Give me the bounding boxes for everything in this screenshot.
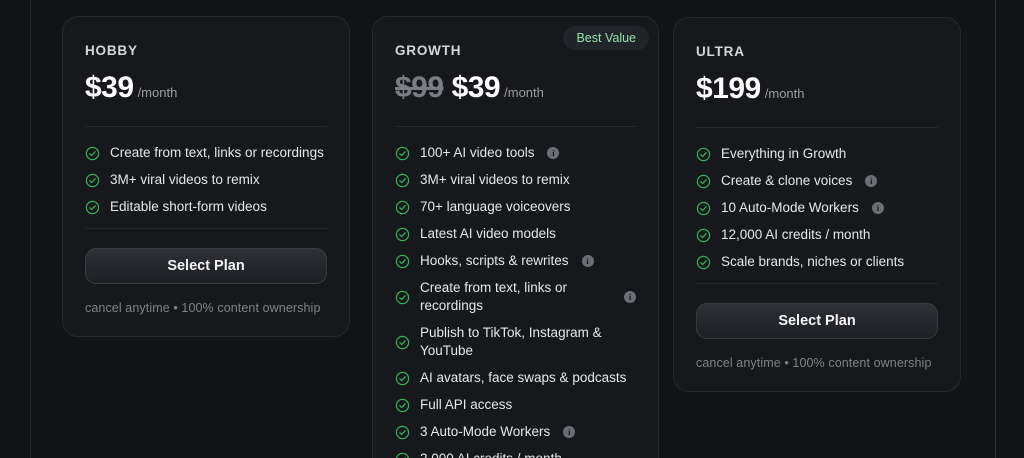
feature-text: AI avatars, face swaps & podcasts [420, 370, 627, 385]
info-icon[interactable]: i [624, 291, 636, 303]
divider-top [85, 126, 327, 127]
feature-row: AI avatars, face swaps & podcasts [395, 369, 636, 387]
check-circle-icon [395, 254, 410, 268]
feature-text: Hooks, scripts & rewrites [420, 253, 569, 268]
info-icon[interactable]: i [581, 255, 594, 267]
check-circle-icon [696, 228, 711, 242]
feature-row: Full API access [395, 396, 636, 414]
check-circle-icon [85, 173, 100, 187]
plan-footnote: cancel anytime • 100% content ownership [85, 301, 321, 315]
feature-list: Create from text, links or recordings 3M+… [85, 144, 327, 216]
plan-name-growth: GROWTH [395, 43, 462, 58]
feature-list: Everything in Growth Create & clone voice… [696, 145, 938, 271]
feature-row: 12,000 AI credits / month [696, 226, 938, 244]
feature-row: Scale brands, niches or clients [696, 253, 938, 271]
price-period: /month [137, 85, 178, 100]
feature-row: Latest AI video models [395, 225, 636, 243]
check-circle-icon [395, 146, 410, 160]
check-circle-icon [395, 452, 410, 458]
feature-row: 2,000 AI credits / month [395, 450, 636, 458]
feature-text: 70+ language voiceovers [420, 199, 571, 214]
feature-text: 3 Auto-Mode Workers [420, 424, 551, 439]
feature-text: Full API access [420, 397, 513, 412]
divider-bottom [696, 283, 938, 284]
info-icon[interactable]: i [865, 175, 878, 187]
plan-footnote: cancel anytime • 100% content ownership [696, 356, 932, 370]
feature-text: Editable short-form videos [110, 199, 267, 214]
feature-text: Everything in Growth [721, 146, 847, 161]
feature-row: Editable short-form videos [85, 198, 327, 216]
feature-row: Everything in Growth [696, 145, 938, 163]
plan-name-hobby: HOBBY [85, 43, 138, 58]
check-circle-icon [395, 290, 410, 304]
feature-row: 3M+ viral videos to remix [85, 171, 327, 189]
feature-text: 3M+ viral videos to remix [420, 172, 570, 187]
feature-row: 3 Auto-Mode Workers i [395, 423, 636, 441]
check-circle-icon [696, 255, 711, 269]
feature-row: Hooks, scripts & rewrites i [395, 252, 636, 270]
feature-text: Scale brands, niches or clients [721, 254, 905, 269]
plan-name-ultra: ULTRA [696, 44, 745, 59]
price-row: $99 $39 /month [395, 71, 636, 105]
divider-top [395, 126, 636, 127]
feature-row: 70+ language voiceovers [395, 198, 636, 216]
select-plan-button-ultra[interactable]: Select Plan [696, 303, 938, 339]
feature-text: 100+ AI video tools [420, 145, 535, 160]
check-circle-icon [395, 371, 410, 385]
select-plan-button-hobby[interactable]: Select Plan [85, 248, 327, 284]
feature-list: 100+ AI video tools i 3M+ viral videos to … [395, 144, 636, 458]
check-circle-icon [395, 200, 410, 214]
plan-card-growth: Best Value GROWTH $99 $39 /month 100+ AI… [372, 16, 659, 458]
plan-card-ultra: ULTRA $199 /month Everything in Growth Cr… [673, 17, 961, 392]
price-row: $39 /month [85, 71, 327, 105]
feature-text: 2,000 AI credits / month [420, 450, 562, 458]
check-circle-icon [395, 335, 410, 349]
info-icon[interactable]: i [563, 426, 576, 438]
feature-row: Create & clone voices i [696, 172, 938, 190]
feature-text: Create & clone voices [721, 173, 853, 188]
price-period: /month [764, 86, 805, 101]
check-circle-icon [696, 174, 711, 188]
price-row: $199 /month [696, 72, 938, 106]
plan-card-hobby: HOBBY $39 /month Create from text, links… [62, 16, 350, 337]
feature-text: Latest AI video models [420, 226, 556, 241]
check-circle-icon [395, 173, 410, 187]
current-price: $199 [696, 72, 761, 105]
best-value-badge: Best Value [563, 26, 649, 50]
check-circle-icon [395, 425, 410, 439]
page-left-border [30, 0, 31, 458]
check-circle-icon [85, 200, 100, 214]
current-price: $39 [451, 71, 501, 104]
feature-text: 10 Auto-Mode Workers [721, 200, 859, 215]
current-price: $39 [85, 71, 134, 104]
info-icon[interactable]: i [871, 202, 884, 214]
feature-text: Create from text, links or recordings [420, 280, 568, 313]
check-circle-icon [696, 147, 711, 161]
divider-bottom [85, 228, 327, 229]
feature-row: Publish to TikTok, Instagram & YouTube [395, 324, 636, 360]
check-circle-icon [395, 227, 410, 241]
feature-text: 3M+ viral videos to remix [110, 172, 260, 187]
feature-text: Create from text, links or recordings [110, 145, 324, 160]
divider-top [696, 127, 938, 128]
page-right-border [995, 0, 996, 458]
check-circle-icon [85, 146, 100, 160]
feature-text: 12,000 AI credits / month [721, 227, 871, 242]
feature-row: 3M+ viral videos to remix [395, 171, 636, 189]
feature-text: Publish to TikTok, Instagram & YouTube [420, 325, 602, 358]
price-period: /month [504, 85, 544, 100]
check-circle-icon [395, 398, 410, 412]
info-icon[interactable]: i [547, 147, 560, 159]
feature-row: Create from text, links or recordings [85, 144, 327, 162]
check-circle-icon [696, 201, 711, 215]
feature-row: 10 Auto-Mode Workers i [696, 199, 938, 217]
feature-row: 100+ AI video tools i [395, 144, 636, 162]
feature-row: Create from text, links or recordings i [395, 279, 636, 315]
original-price: $99 [395, 71, 444, 104]
